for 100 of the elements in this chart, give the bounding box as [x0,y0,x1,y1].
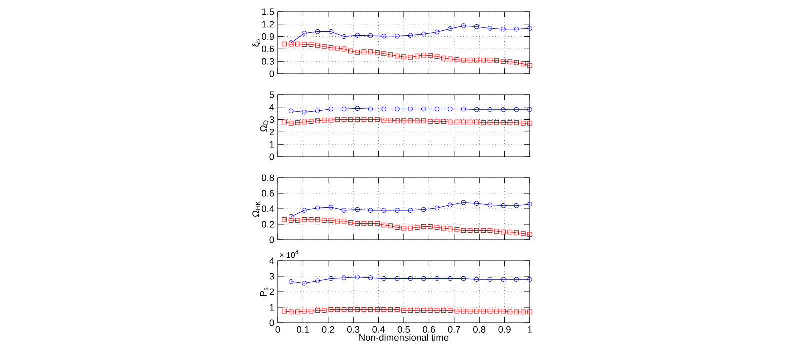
y-tick-label: 2 [270,288,274,296]
point [508,310,512,315]
point [402,54,406,60]
point [448,202,453,208]
y-tick-label: 0.6 [262,46,274,52]
point [441,308,446,313]
point [302,31,307,36]
point [382,222,386,228]
x-tick-label: 0.1 [297,326,310,333]
point [441,119,446,124]
point [355,207,360,212]
x-tick-label: 1 [528,326,532,333]
point [355,106,360,112]
point [302,110,307,115]
point [388,307,394,312]
point [422,106,426,112]
point [308,119,314,124]
point [315,43,320,48]
point [348,48,354,54]
point [422,308,426,313]
point [481,120,486,126]
point [488,107,493,112]
point [328,276,334,282]
point [474,277,480,282]
point [382,208,386,213]
point [368,221,374,226]
point [514,230,520,236]
point [494,58,500,64]
point [342,208,347,213]
point [355,117,360,122]
point [422,207,426,212]
point [322,118,327,123]
point [454,120,460,125]
point [355,307,360,312]
point [514,60,520,66]
point [382,34,386,39]
y-tick-label: 1.2 [262,21,274,28]
point [521,310,526,315]
point [501,120,506,126]
point [514,277,520,282]
point [315,108,320,114]
point [408,55,413,60]
point [402,226,406,231]
point [448,120,453,125]
point [348,220,354,226]
point [322,308,327,313]
point [514,310,520,315]
y-tick-label: 4 [270,104,274,111]
point [494,308,500,314]
x-tick-label: 0.3 [347,326,360,333]
point [528,232,532,237]
point [422,276,426,282]
point [468,58,473,63]
point [368,276,374,280]
point [402,308,406,313]
point [448,56,453,62]
point [528,310,532,315]
point [335,307,340,312]
point [315,278,320,284]
point [375,117,380,122]
point [375,221,380,226]
point [315,206,320,211]
point [414,54,420,59]
point [328,205,334,210]
point [395,34,400,39]
point [448,276,453,282]
point [494,120,500,126]
point [468,228,473,234]
point [461,228,466,234]
point [474,107,480,112]
point [296,120,300,126]
point [368,117,374,122]
point [335,117,340,122]
point [434,119,440,124]
point [448,226,453,232]
point [474,201,480,206]
point [282,308,287,314]
point [501,308,506,314]
x-tick-label: 0.7 [448,326,460,333]
x-tick-label: 0.8 [473,326,486,333]
point [368,307,374,312]
point [508,230,512,235]
point [514,203,520,208]
point [328,118,334,123]
point [395,225,400,230]
point [422,224,426,230]
point [454,308,460,314]
point [382,118,386,123]
point [468,120,473,125]
point [528,121,532,126]
point [308,217,314,222]
point [448,26,453,32]
point [302,217,307,222]
point [348,307,354,312]
point [468,308,473,314]
point [454,58,460,62]
point [474,58,480,63]
point [434,54,440,60]
x-tick-label: 0.2 [322,326,334,333]
point [342,34,347,40]
